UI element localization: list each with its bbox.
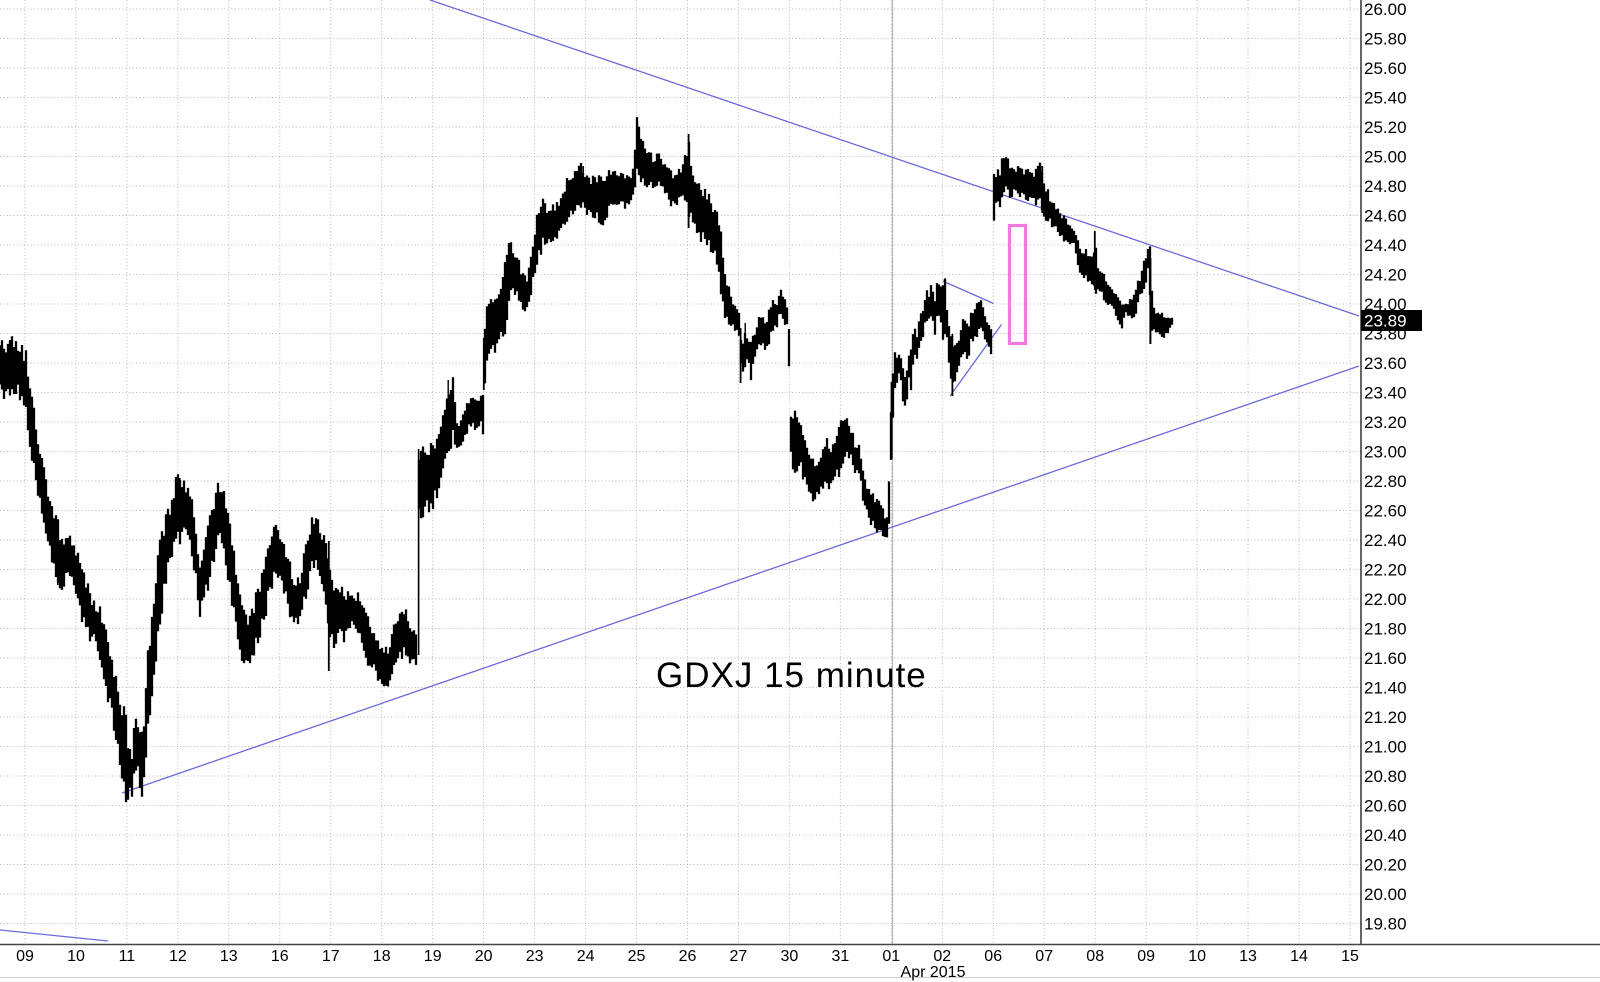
svg-text:27: 27 [730,948,748,965]
svg-text:21.00: 21.00 [1364,738,1407,757]
svg-text:24: 24 [577,948,595,965]
svg-text:19: 19 [424,948,442,965]
svg-text:23.40: 23.40 [1364,384,1407,403]
svg-text:20.00: 20.00 [1364,885,1407,904]
svg-text:01: 01 [882,948,900,965]
svg-text:24.40: 24.40 [1364,236,1407,255]
svg-text:14: 14 [1290,948,1308,965]
svg-text:09: 09 [16,948,34,965]
svg-text:08: 08 [1086,948,1104,965]
svg-text:23.60: 23.60 [1364,354,1407,373]
svg-text:12: 12 [169,948,187,965]
svg-text:26.00: 26.00 [1364,0,1407,19]
svg-text:15: 15 [1341,948,1359,965]
svg-text:10: 10 [67,948,85,965]
svg-text:25.20: 25.20 [1364,118,1407,137]
svg-text:20.60: 20.60 [1364,797,1407,816]
svg-text:19.80: 19.80 [1364,915,1407,934]
svg-text:21.40: 21.40 [1364,679,1407,698]
svg-text:13: 13 [220,948,238,965]
svg-text:11: 11 [119,948,136,965]
svg-text:13: 13 [1239,948,1257,965]
svg-text:25.80: 25.80 [1364,30,1407,49]
svg-text:02: 02 [933,948,951,965]
svg-text:26: 26 [679,948,697,965]
svg-text:23: 23 [526,948,544,965]
svg-text:GDXJ 15 minute: GDXJ 15 minute [656,656,927,695]
svg-text:22.00: 22.00 [1364,590,1407,609]
svg-text:30: 30 [781,948,799,965]
svg-text:25: 25 [628,948,646,965]
svg-text:20: 20 [475,948,493,965]
svg-text:23.00: 23.00 [1364,443,1407,462]
svg-text:21.60: 21.60 [1364,649,1407,668]
svg-text:24.00: 24.00 [1364,295,1407,314]
svg-text:06: 06 [984,948,1002,965]
svg-text:09: 09 [1137,948,1155,965]
svg-text:21.20: 21.20 [1364,708,1407,727]
svg-text:20.80: 20.80 [1364,767,1407,786]
svg-text:18: 18 [373,948,391,965]
svg-text:24.80: 24.80 [1364,177,1407,196]
svg-text:25.40: 25.40 [1364,89,1407,108]
svg-text:17: 17 [322,948,340,965]
svg-text:25.60: 25.60 [1364,59,1407,78]
svg-text:10: 10 [1188,948,1206,965]
svg-text:23.89: 23.89 [1364,312,1407,331]
svg-text:22.20: 22.20 [1364,561,1407,580]
svg-text:24.60: 24.60 [1364,207,1407,226]
svg-text:23.20: 23.20 [1364,413,1407,432]
svg-text:22.80: 22.80 [1364,472,1407,491]
svg-text:Apr 2015: Apr 2015 [901,964,966,981]
svg-text:16: 16 [271,948,289,965]
svg-text:20.40: 20.40 [1364,826,1407,845]
svg-text:22.60: 22.60 [1364,502,1407,521]
svg-text:07: 07 [1035,948,1053,965]
svg-text:24.20: 24.20 [1364,266,1407,285]
svg-text:20.20: 20.20 [1364,856,1407,875]
svg-text:22.40: 22.40 [1364,531,1407,550]
svg-text:21.80: 21.80 [1364,620,1407,639]
svg-text:31: 31 [832,948,850,965]
svg-text:25.00: 25.00 [1364,148,1407,167]
